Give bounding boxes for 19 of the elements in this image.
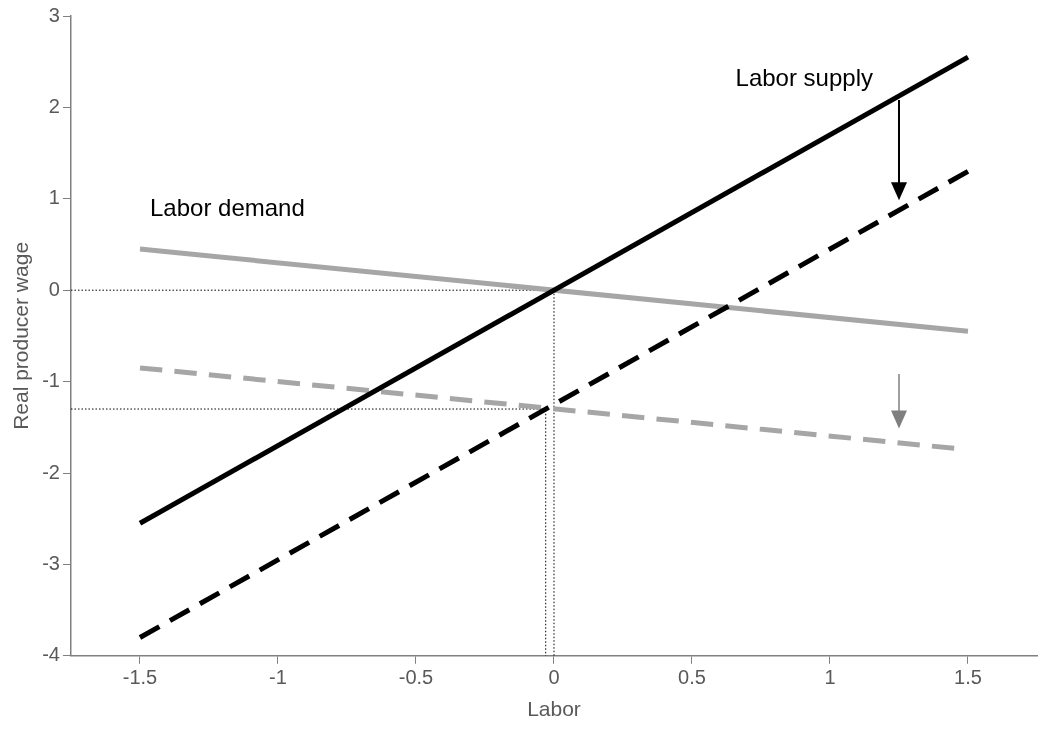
y-tick-label: -3	[42, 551, 60, 574]
y-tick-label: 2	[48, 94, 60, 117]
x-tick-label: -0.5	[398, 666, 434, 689]
y-tick-label: 0	[48, 277, 60, 300]
y-tick-label: 3	[48, 3, 60, 26]
series-label: Labor demand	[149, 193, 305, 221]
x-tick-label: 0	[548, 666, 560, 689]
x-tick-label: 1	[824, 666, 836, 689]
x-tick-label: 1.5	[954, 666, 982, 689]
y-axis-title: Real producer wage	[9, 241, 33, 430]
y-tick-label: -4	[42, 643, 60, 666]
x-tick-label: -1	[269, 666, 287, 689]
series-label: Labor supply	[735, 63, 873, 91]
y-tick-label: -2	[42, 460, 60, 483]
x-tick-label: 0.5	[678, 666, 706, 689]
x-tick-label: -1.5	[122, 666, 158, 689]
y-tick-label: 1	[48, 186, 60, 209]
y-tick-label: -1	[42, 369, 60, 392]
x-axis-title: Labor	[527, 697, 581, 721]
